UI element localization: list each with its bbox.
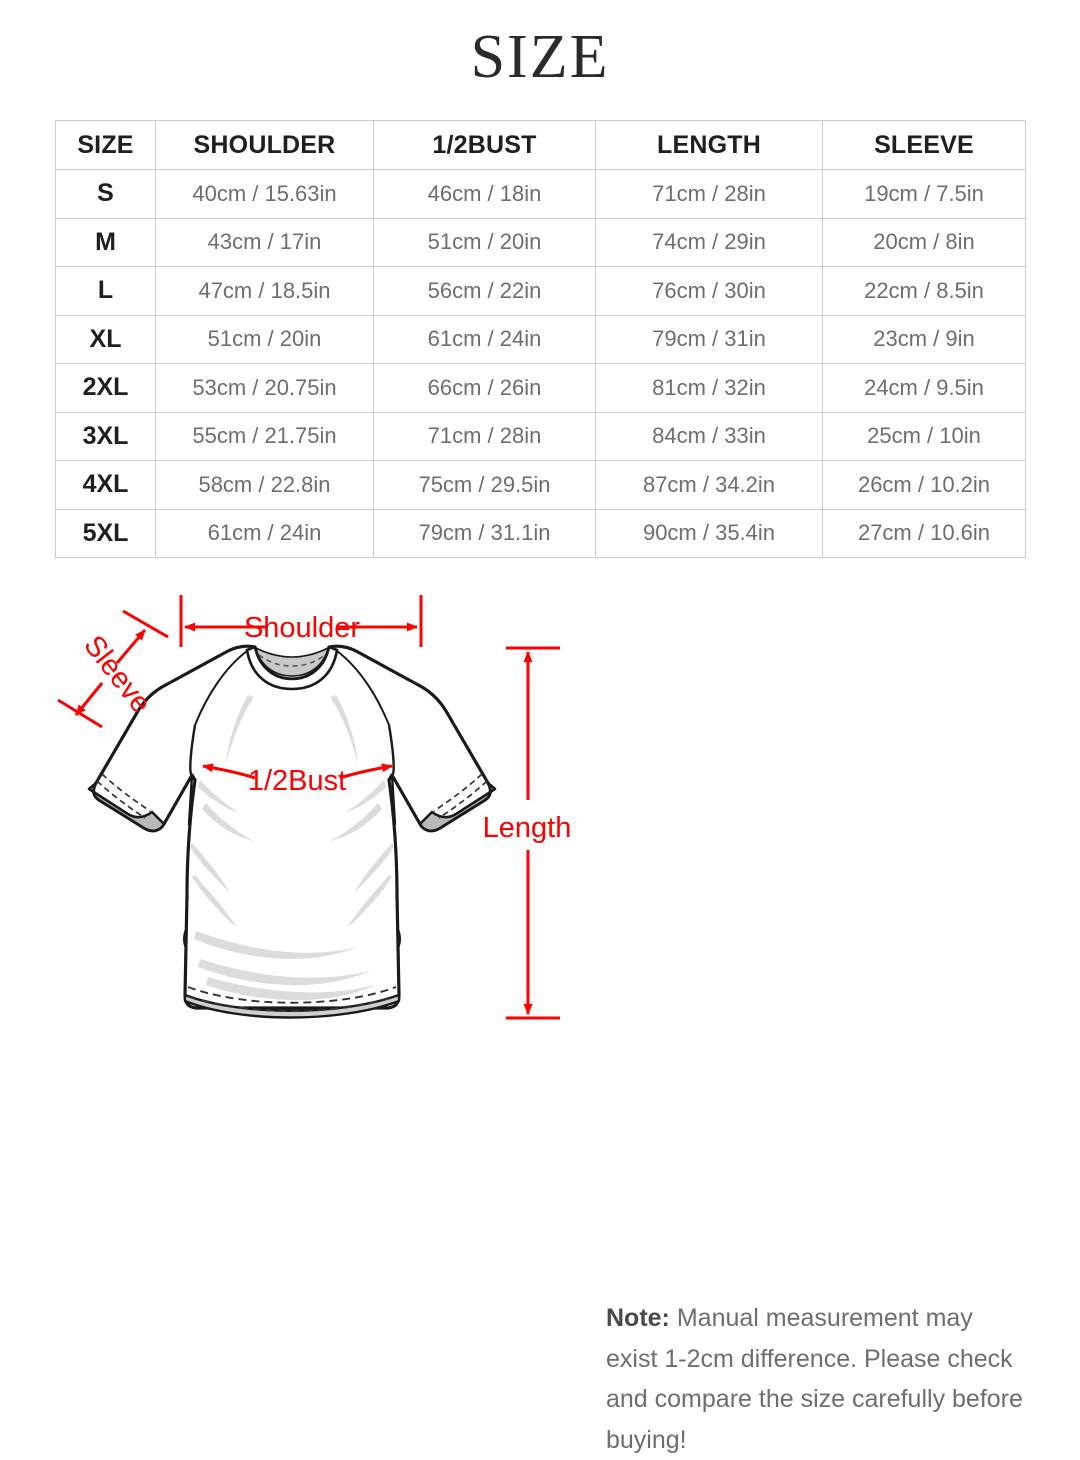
bust-arrow-left bbox=[202, 763, 256, 780]
armhole-seam-left bbox=[187, 724, 197, 826]
cell-bust: 51cm / 20in bbox=[373, 217, 596, 267]
measurement-diagram: Shoulder Sleeve 1/2Bust Length Note: Man… bbox=[0, 575, 1080, 1454]
sleeve-cuff-left bbox=[87, 781, 166, 833]
side-notch-left bbox=[183, 926, 188, 952]
cell-length: 71cm / 28in bbox=[595, 169, 823, 219]
cell-shoulder: 61cm / 24in bbox=[155, 508, 374, 558]
cell-shoulder: 47cm / 18.5in bbox=[155, 266, 374, 316]
column-header-sleeve: SLEEVE bbox=[822, 120, 1026, 170]
tshirt-garment bbox=[87, 644, 497, 1019]
hem-stitch-upper bbox=[187, 986, 397, 1004]
cell-shoulder: 55cm / 21.75in bbox=[155, 411, 374, 461]
fabric-wrinkles bbox=[190, 695, 394, 1001]
side-notch-right bbox=[396, 926, 401, 952]
cell-bust: 61cm / 24in bbox=[373, 314, 596, 364]
sleeve-tick-upper bbox=[122, 609, 169, 639]
cell-bust: 75cm / 29.5in bbox=[373, 460, 596, 510]
table-row: L 47cm / 18.5in 56cm / 22in 76cm / 30in … bbox=[55, 266, 1026, 316]
cell-sleeve: 25cm / 10in bbox=[822, 411, 1026, 461]
table-row: XL 51cm / 20in 61cm / 24in 79cm / 31in 2… bbox=[55, 314, 1026, 364]
cell-shoulder: 53cm / 20.75in bbox=[155, 363, 374, 413]
sleeve-cuff-right-stitch-b bbox=[438, 780, 488, 819]
cell-size: 3XL bbox=[55, 411, 156, 461]
tshirt-diagram-svg: Shoulder Sleeve 1/2Bust Length bbox=[57, 595, 572, 1020]
note-block: Note: Manual measurement may exist 1-2cm… bbox=[606, 1298, 1026, 1460]
cell-length: 74cm / 29in bbox=[595, 217, 823, 267]
table-row: 3XL 55cm / 21.75in 71cm / 28in 84cm / 33… bbox=[55, 411, 1026, 461]
sleeve-cuff-right-stitch-a bbox=[433, 773, 483, 812]
cell-sleeve: 20cm / 8in bbox=[822, 217, 1026, 267]
cell-size: 4XL bbox=[55, 460, 156, 510]
cell-sleeve: 27cm / 10.6in bbox=[822, 508, 1026, 558]
cell-length: 79cm / 31in bbox=[595, 314, 823, 364]
cell-shoulder: 40cm / 15.63in bbox=[155, 169, 374, 219]
measurement-annotations bbox=[57, 595, 560, 1020]
cell-size: L bbox=[55, 266, 156, 316]
label-shoulder: Shoulder bbox=[244, 612, 360, 644]
cell-size: M bbox=[55, 217, 156, 267]
hem-turnup bbox=[183, 993, 401, 1019]
cell-length: 84cm / 33in bbox=[595, 411, 823, 461]
table-row: M 43cm / 17in 51cm / 20in 74cm / 29in 20… bbox=[55, 217, 1026, 267]
table-row: S 40cm / 15.63in 46cm / 18in 71cm / 28in… bbox=[55, 169, 1026, 219]
table-row: 5XL 61cm / 24in 79cm / 31.1in 90cm / 35.… bbox=[55, 508, 1026, 558]
cell-bust: 66cm / 26in bbox=[373, 363, 596, 413]
label-bust: 1/2Bust bbox=[248, 765, 346, 797]
collar-stitch-line bbox=[258, 654, 326, 667]
cell-bust: 79cm / 31.1in bbox=[373, 508, 596, 558]
table-row: 2XL 53cm / 20.75in 66cm / 26in 81cm / 32… bbox=[55, 363, 1026, 413]
size-chart-table: SIZE SHOULDER 1/2BUST LENGTH SLEEVE S 40… bbox=[55, 120, 1026, 558]
cell-size: XL bbox=[55, 314, 156, 364]
label-sleeve: Sleeve bbox=[77, 630, 157, 720]
note-label: Note: bbox=[606, 1304, 670, 1332]
cell-shoulder: 51cm / 20in bbox=[155, 314, 374, 364]
collar-outer bbox=[245, 645, 339, 691]
column-header-shoulder: SHOULDER bbox=[155, 120, 374, 170]
cell-length: 87cm / 34.2in bbox=[595, 460, 823, 510]
cell-sleeve: 19cm / 7.5in bbox=[822, 169, 1026, 219]
cell-sleeve: 26cm / 10.2in bbox=[822, 460, 1026, 510]
sleeve-arrow-lower bbox=[74, 682, 104, 716]
cell-size: 5XL bbox=[55, 508, 156, 558]
size-chart-table-container: SIZE SHOULDER 1/2BUST LENGTH SLEEVE S 40… bbox=[55, 120, 1026, 558]
cell-bust: 56cm / 22in bbox=[373, 266, 596, 316]
cell-sleeve: 22cm / 8.5in bbox=[822, 266, 1026, 316]
hem-stitch-lower bbox=[188, 995, 396, 1012]
cell-length: 90cm / 35.4in bbox=[595, 508, 823, 558]
cell-shoulder: 58cm / 22.8in bbox=[155, 460, 374, 510]
table-row: 4XL 58cm / 22.8in 75cm / 29.5in 87cm / 3… bbox=[55, 460, 1026, 510]
collar-inner-shadow bbox=[254, 646, 330, 677]
armhole-seam-right bbox=[387, 724, 397, 826]
column-header-length: LENGTH bbox=[595, 120, 823, 170]
bust-arrow-right bbox=[339, 763, 393, 780]
cell-sleeve: 23cm / 9in bbox=[822, 314, 1026, 364]
cell-shoulder: 43cm / 17in bbox=[155, 217, 374, 267]
cell-sleeve: 24cm / 9.5in bbox=[822, 363, 1026, 413]
sleeve-cuff-right bbox=[418, 781, 497, 833]
shoulder-seam-left bbox=[194, 650, 248, 726]
cell-bust: 71cm / 28in bbox=[373, 411, 596, 461]
shoulder-seam-right bbox=[336, 650, 390, 726]
cell-length: 81cm / 32in bbox=[595, 363, 823, 413]
table-header: SIZE SHOULDER 1/2BUST LENGTH SLEEVE bbox=[55, 120, 1026, 170]
cell-size: S bbox=[55, 169, 156, 219]
page-title: SIZE bbox=[470, 23, 610, 91]
cell-length: 76cm / 30in bbox=[595, 266, 823, 316]
table-header-row: SIZE SHOULDER 1/2BUST LENGTH SLEEVE bbox=[55, 120, 1026, 170]
sleeve-tick-lower bbox=[57, 698, 103, 729]
column-header-size: SIZE bbox=[55, 120, 156, 170]
sleeve-arrow-upper bbox=[115, 629, 147, 664]
sleeve-cuff-left-stitch-b bbox=[96, 780, 146, 819]
column-header-bust: 1/2BUST bbox=[373, 120, 596, 170]
cell-size: 2XL bbox=[55, 363, 156, 413]
table-body: S 40cm / 15.63in 46cm / 18in 71cm / 28in… bbox=[55, 169, 1026, 558]
label-length: Length bbox=[483, 812, 572, 844]
cell-bust: 46cm / 18in bbox=[373, 169, 596, 219]
sleeve-cuff-left-stitch-a bbox=[101, 773, 151, 812]
